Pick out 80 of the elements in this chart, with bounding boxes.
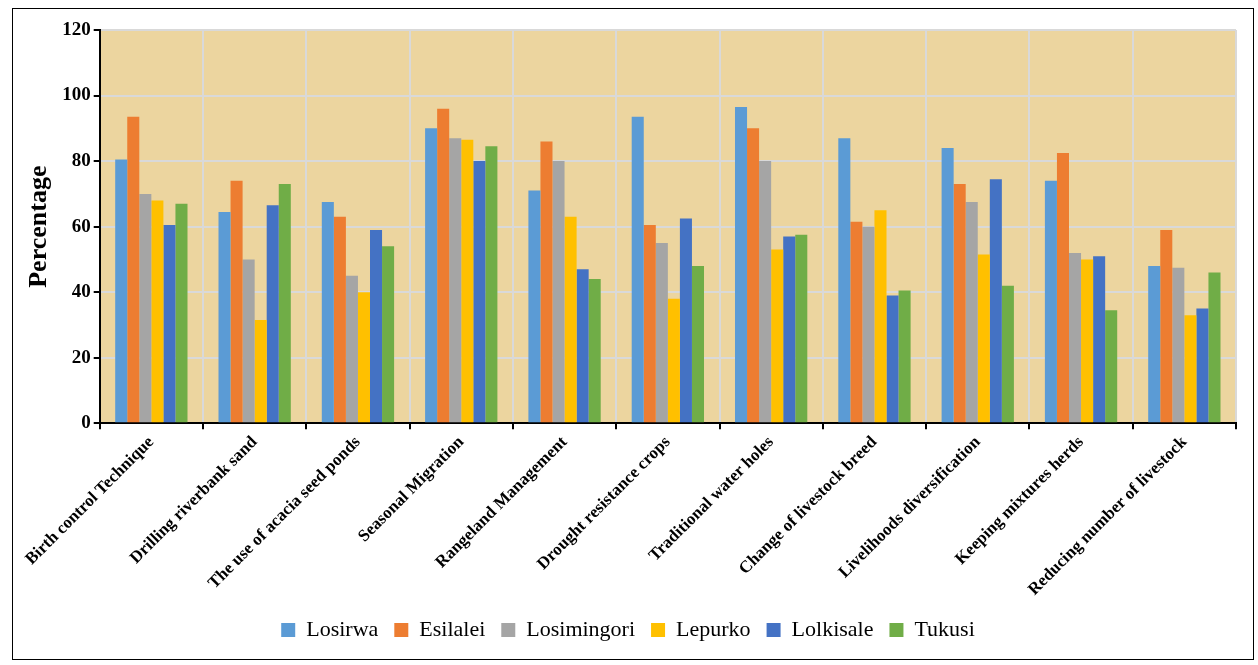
y-tick-label: 60 [71,214,91,236]
bar [977,254,990,423]
bar [449,138,462,423]
bar [425,128,438,423]
bar [1105,310,1118,423]
bar [1001,285,1014,423]
bar [886,295,899,423]
bar [747,128,760,423]
bar [735,107,748,423]
bar [321,202,334,423]
bar [370,229,383,423]
bar [953,184,966,423]
legend-label: Losimingori [526,615,636,641]
bar [941,147,954,423]
bar [1208,272,1221,423]
bar [1160,229,1173,423]
bar [437,108,450,423]
legend-label: Lolkisale [791,615,874,641]
bar [485,146,498,423]
bar [540,141,553,423]
bar [898,290,911,423]
bar [175,203,188,423]
bar [965,202,978,423]
bar [552,161,565,423]
y-tick-label: 40 [71,280,91,302]
bar [643,225,656,423]
bar [151,200,164,423]
bar [382,246,395,423]
bar [631,116,644,423]
bar [850,221,863,423]
legend-label: Esilalei [419,615,486,641]
bar [218,211,231,423]
bar [278,184,291,423]
bar [1148,265,1161,423]
y-tick-label: 100 [62,83,91,105]
bar [588,279,601,423]
y-tick-label: 0 [81,411,91,433]
bar [795,234,808,423]
bar [1172,267,1185,423]
bar [230,180,243,423]
bar [127,116,140,423]
bar [1069,252,1082,423]
y-axis-title: Percentage [23,165,53,288]
y-tick-label: 20 [71,345,91,367]
bar [1081,259,1094,423]
bar [783,236,796,423]
bar [333,216,346,423]
bar [461,139,474,423]
legend-label: Lepurko [676,615,751,641]
bar [862,226,875,423]
bar [874,210,887,423]
bar [1056,152,1069,423]
bar [163,225,176,423]
bar [1044,180,1057,423]
bar [528,190,541,423]
bar [759,161,772,423]
legend-label: Losirwa [306,615,379,641]
y-tick-label: 120 [62,17,91,39]
bar [655,243,668,423]
bar [1093,256,1106,423]
y-tick-label: 80 [71,149,91,171]
bar [115,159,128,423]
bar [254,320,267,423]
bar [667,298,680,423]
bar [838,138,851,423]
bar [345,275,358,423]
bar [242,259,255,423]
bar [473,161,486,423]
bar [266,205,279,423]
bar [989,179,1002,423]
bar [139,193,152,423]
bar [679,218,692,423]
bar [357,292,370,423]
bar [1184,315,1197,423]
bar [691,265,705,423]
bar [1196,308,1209,423]
bar [564,216,577,423]
bar [576,269,589,423]
legend-label: Tukusi [914,615,975,641]
bar [771,249,784,423]
